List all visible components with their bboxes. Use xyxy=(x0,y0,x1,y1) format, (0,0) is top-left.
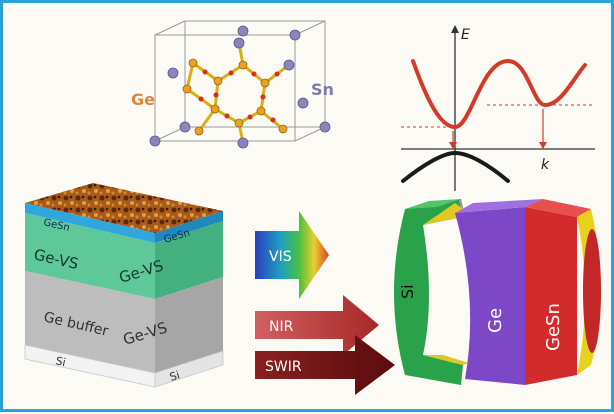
si-label-right: Si xyxy=(168,368,181,383)
gesn-layer xyxy=(525,207,577,385)
energy-axis-arrowhead xyxy=(451,25,459,33)
light-arrows: VIS NIR SWIR xyxy=(255,211,395,395)
si-ring-top xyxy=(405,199,461,209)
buffer-layer-left xyxy=(25,271,155,373)
gesn-label: GeSn xyxy=(543,303,564,351)
si-layer-right xyxy=(154,350,224,388)
indirect-gap-arrowhead xyxy=(539,142,547,149)
detector: Si Ge GeSn xyxy=(394,199,601,385)
si-label: Si xyxy=(398,284,417,299)
crystal-bonds xyxy=(185,41,291,145)
buffer-layer-right xyxy=(155,277,223,373)
swir-arrow: SWIR xyxy=(255,335,395,395)
afm-surface xyxy=(25,183,223,233)
valence-band xyxy=(401,150,510,183)
gesn-layer-left xyxy=(25,203,155,243)
ge-label: Ge xyxy=(131,90,155,109)
gesn-end-face xyxy=(583,229,601,353)
conduction-band xyxy=(411,58,587,130)
ge-vs-layer-right xyxy=(155,221,223,299)
vis-arrow: VIS xyxy=(255,211,329,299)
ge-atoms xyxy=(182,58,288,136)
momentum-axis-label: k xyxy=(541,157,550,173)
nir-arrow: NIR xyxy=(255,295,379,355)
ge-layer xyxy=(455,207,525,385)
contact-top xyxy=(423,203,469,225)
sn-atoms xyxy=(149,25,331,149)
si-ring-front xyxy=(394,199,463,385)
layer-stack: GeSn GeSn Ge-VS Ge-VS Ge buffer Ge-VS Si… xyxy=(24,183,224,388)
gesn-layer-top xyxy=(525,199,591,217)
diagram-canvas: Ge Sn E k GeSn GeSn Ge-VS Ge-VS Ge buffe… xyxy=(24,20,601,395)
swir-label: SWIR xyxy=(265,359,302,375)
crystal-structure: Ge Sn xyxy=(131,20,334,149)
band-diagram: E k xyxy=(401,25,595,191)
si-label-left: Si xyxy=(54,354,67,369)
vis-label: VIS xyxy=(269,249,292,265)
contact-bottom xyxy=(423,355,469,365)
ge-vs-layer-left xyxy=(25,213,155,299)
sn-label: Sn xyxy=(311,80,334,99)
gesn-layer-right xyxy=(155,211,223,243)
red-atoms xyxy=(198,69,280,123)
ge-layer-top xyxy=(455,199,543,213)
nir-label: NIR xyxy=(269,319,294,335)
ge-label: Ge xyxy=(485,308,506,333)
energy-axis-label: E xyxy=(461,27,470,43)
direct-gap-arrowhead xyxy=(449,142,457,149)
